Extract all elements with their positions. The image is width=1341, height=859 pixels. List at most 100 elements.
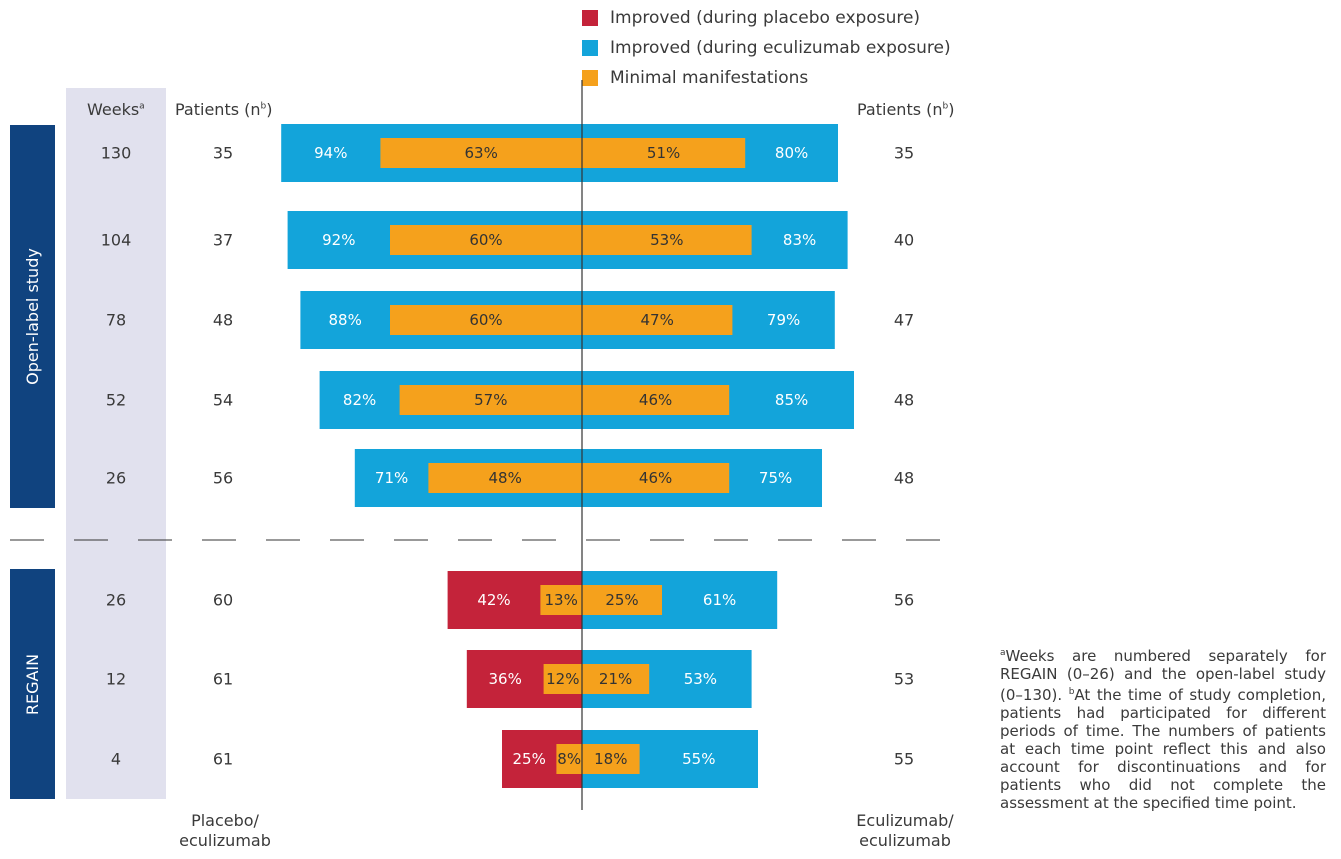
label-right-improved: 53% <box>684 670 717 688</box>
label-left-minimal: 12% <box>546 670 579 688</box>
footer-left-line2: eculizumab <box>179 831 271 850</box>
label-left-improved: 36% <box>489 670 522 688</box>
legend-swatch-placebo <box>582 10 598 26</box>
label-left-improved: 25% <box>513 750 546 768</box>
legend-item-placebo: Improved (during placebo exposure) <box>582 6 920 30</box>
footer-right-label: Eculizumab/ eculizumab <box>845 811 965 851</box>
bar-left-minimal <box>556 744 582 774</box>
patients-left-value: 56 <box>213 469 233 488</box>
label-right-minimal: 18% <box>594 750 627 768</box>
label-left-minimal: 13% <box>545 591 578 609</box>
patients-left-value: 54 <box>213 391 233 410</box>
patients-right-header-sup: b <box>942 101 949 112</box>
bar-right-minimal <box>582 744 640 774</box>
label-right-improved: 61% <box>703 591 736 609</box>
bar-right-minimal <box>582 225 752 255</box>
patients-right-header-close: ) <box>948 100 955 119</box>
label-right-minimal: 46% <box>639 391 672 409</box>
legend-item-eculizumab: Improved (during eculizumab exposure) <box>582 36 951 60</box>
bar-left-minimal <box>540 585 582 615</box>
patients-left-header: Patients (nb) <box>175 100 272 119</box>
section-label-open-label: Open-label study <box>10 125 55 508</box>
bar-left-minimal <box>428 463 582 493</box>
bar-left-minimal <box>543 664 582 694</box>
label-left-minimal: 60% <box>469 311 502 329</box>
legend-swatch-minimal <box>582 70 598 86</box>
label-right-improved: 83% <box>783 231 816 249</box>
patients-left-value: 61 <box>213 750 233 769</box>
patients-right-header: Patients (nb) <box>857 100 954 119</box>
bar-right-minimal <box>582 585 662 615</box>
bar-right-minimal <box>582 385 730 415</box>
label-left-improved: 42% <box>477 591 510 609</box>
footnote-a-marker: a <box>1000 648 1006 658</box>
week-value: 52 <box>106 391 126 410</box>
week-value: 78 <box>106 311 126 330</box>
label-right-improved: 79% <box>767 311 800 329</box>
patients-left-value: 61 <box>213 670 233 689</box>
patients-left-value: 37 <box>213 231 233 250</box>
week-value: 130 <box>101 144 132 163</box>
bar-right-minimal <box>582 305 733 335</box>
bar-left-minimal <box>399 385 582 415</box>
patients-right-value: 35 <box>894 144 914 163</box>
footer-left-line1: Placebo/ <box>191 811 259 830</box>
weeks-header-sup: a <box>139 101 145 112</box>
week-value: 12 <box>106 670 126 689</box>
footer-left-label: Placebo/ eculizumab <box>165 811 285 851</box>
label-right-minimal: 51% <box>647 144 680 162</box>
label-left-improved: 71% <box>375 469 408 487</box>
patients-right-value: 48 <box>894 391 914 410</box>
patients-right-header-label: Patients (n <box>857 100 943 119</box>
footer-right-line1: Eculizumab/ <box>856 811 954 830</box>
weeks-column-band <box>66 88 166 799</box>
weeks-header: Weeksa <box>87 100 145 119</box>
label-right-minimal: 53% <box>650 231 683 249</box>
patients-right-value: 47 <box>894 311 914 330</box>
legend-item-minimal: Minimal manifestations <box>582 66 808 90</box>
patients-left-header-sup: b <box>260 101 267 112</box>
week-value: 104 <box>101 231 132 250</box>
label-left-minimal: 60% <box>469 231 502 249</box>
label-right-minimal: 25% <box>605 591 638 609</box>
label-right-minimal: 21% <box>599 670 632 688</box>
label-right-improved: 75% <box>759 469 792 487</box>
legend-label-eculizumab: Improved (during eculizumab exposure) <box>610 38 951 58</box>
label-right-minimal: 47% <box>641 311 674 329</box>
patients-left-value: 35 <box>213 144 233 163</box>
label-right-minimal: 46% <box>639 469 672 487</box>
label-right-improved: 55% <box>682 750 715 768</box>
bar-right-minimal <box>582 664 650 694</box>
bar-left-minimal <box>390 305 582 335</box>
weeks-header-label: Weeks <box>87 100 140 119</box>
week-value: 26 <box>106 591 126 610</box>
label-left-minimal: 57% <box>474 391 507 409</box>
label-left-improved: 82% <box>343 391 376 409</box>
bar-right-minimal <box>582 138 746 168</box>
footnote-b-text: At the time of study completion, patient… <box>1000 686 1326 812</box>
legend-label-minimal: Minimal manifestations <box>610 68 809 88</box>
patients-right-value: 53 <box>894 670 914 689</box>
label-left-improved: 88% <box>329 311 362 329</box>
label-left-improved: 92% <box>322 231 355 249</box>
patients-left-header-label: Patients (n <box>175 100 261 119</box>
label-left-minimal: 8% <box>557 750 581 768</box>
legend-swatch-eculizumab <box>582 40 598 56</box>
patients-left-value: 48 <box>213 311 233 330</box>
patients-left-value: 60 <box>213 591 233 610</box>
label-right-improved: 85% <box>775 391 808 409</box>
patients-right-value: 48 <box>894 469 914 488</box>
label-right-improved: 80% <box>775 144 808 162</box>
patients-left-header-close: ) <box>266 100 273 119</box>
week-value: 26 <box>106 469 126 488</box>
bar-right-minimal <box>582 463 730 493</box>
patients-right-value: 40 <box>894 231 914 250</box>
patients-right-value: 56 <box>894 591 914 610</box>
label-left-improved: 94% <box>314 144 347 162</box>
label-left-minimal: 63% <box>465 144 498 162</box>
legend-label-placebo: Improved (during placebo exposure) <box>610 8 921 28</box>
footnote-b-marker: b <box>1068 687 1075 697</box>
footnote-a-text: Weeks are numbered separately for REGAIN… <box>1000 647 1326 704</box>
footnote: aWeeks are numbered separately for REGAI… <box>1000 644 1326 812</box>
